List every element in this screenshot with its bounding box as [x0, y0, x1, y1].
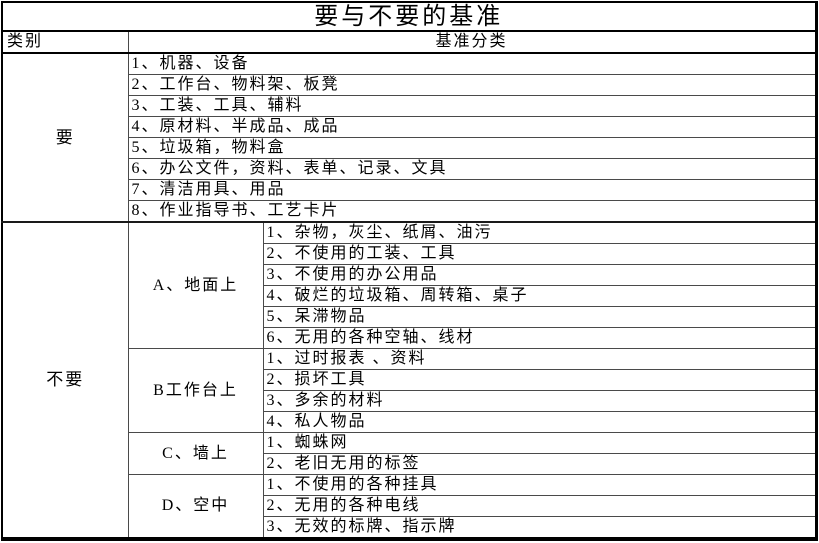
item-cell: 1、不使用的各种挂具 — [262, 474, 817, 496]
item-cell: 3、无效的标牌、指示牌 — [262, 516, 817, 540]
item-cell: 4、私人物品 — [262, 411, 817, 433]
group-cell-air: D、空中 — [127, 474, 264, 540]
item-cell: 2、不使用的工装、工具 — [262, 243, 817, 265]
item-cell: 5、垃圾箱，物料盒 — [127, 137, 817, 159]
header-classification: 基准分类 — [127, 30, 817, 54]
item-cell: 1、过时报表 、资料 — [262, 348, 817, 370]
item-cell: 2、老旧无用的标签 — [262, 453, 817, 475]
item-cell: 2、损坏工具 — [262, 369, 817, 391]
header-category: 类别 — [1, 30, 129, 54]
item-cell: 3、多余的材料 — [262, 390, 817, 412]
item-cell: 3、不使用的办公用品 — [262, 264, 817, 286]
item-cell: 4、破烂的垃圾箱、周转箱、桌子 — [262, 285, 817, 307]
group-cell-floor: A、地面上 — [127, 221, 264, 349]
group-cell-wall: C、墙上 — [127, 432, 264, 475]
category-cell-discard: 不要 — [1, 221, 129, 540]
item-cell: 4、原材料、半成品、成品 — [127, 116, 817, 138]
category-cell-keep: 要 — [1, 52, 129, 223]
item-cell: 3、工装、工具、辅料 — [127, 95, 817, 117]
item-cell: 2、工作台、物料架、板凳 — [127, 74, 817, 96]
group-cell-workbench: B工作台上 — [127, 348, 264, 433]
table-title: 要与不要的基准 — [1, 1, 817, 32]
item-cell: 6、办公文件，资料、表单、记录、文具 — [127, 158, 817, 180]
item-cell: 8、作业指导书、工艺卡片 — [127, 200, 817, 223]
item-cell: 1、蜘蛛网 — [262, 432, 817, 454]
item-cell: 7、清洁用具、用品 — [127, 179, 817, 201]
item-cell: 5、呆滞物品 — [262, 306, 817, 328]
item-cell: 1、杂物，灰尘、纸屑、油污 — [262, 221, 817, 244]
item-cell: 2、无用的各种电线 — [262, 495, 817, 517]
item-cell: 6、无用的各种空轴、线材 — [262, 327, 817, 349]
item-cell: 1、机器、设备 — [127, 52, 817, 75]
